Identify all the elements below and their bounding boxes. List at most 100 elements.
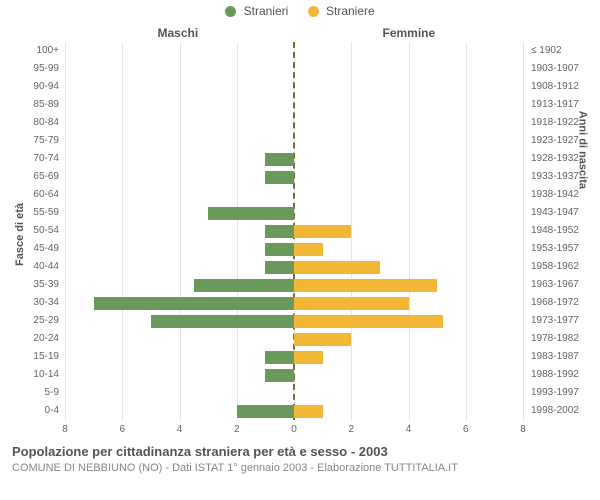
age-label: 95-99 xyxy=(10,60,59,78)
birth-label: 1923-1927 xyxy=(531,132,579,150)
age-row: 55-591943-1947 xyxy=(65,204,523,222)
caption-main: Popolazione per cittadinanza straniera p… xyxy=(12,444,388,459)
x-axis: 864202468 xyxy=(65,424,523,438)
x-tick: 4 xyxy=(406,424,412,435)
birth-label: 1928-1932 xyxy=(531,150,579,168)
bar-male xyxy=(208,207,294,220)
legend-item-male: Stranieri xyxy=(225,4,288,18)
plot-area: 100+≤ 190295-991903-190790-941908-191285… xyxy=(65,42,523,420)
swatch-female xyxy=(308,6,319,17)
age-label: 45-49 xyxy=(10,240,59,258)
x-tick: 2 xyxy=(234,424,240,435)
bar-male xyxy=(194,279,294,292)
x-tick: 8 xyxy=(62,424,68,435)
age-row: 25-291973-1977 xyxy=(65,312,523,330)
x-tick: 4 xyxy=(177,424,183,435)
birth-label: 1968-1972 xyxy=(531,294,579,312)
gridline xyxy=(523,42,524,420)
age-label: 25-29 xyxy=(10,312,59,330)
age-row: 35-391963-1967 xyxy=(65,276,523,294)
age-label: 85-89 xyxy=(10,96,59,114)
age-row: 45-491953-1957 xyxy=(65,240,523,258)
age-row: 30-341968-1972 xyxy=(65,294,523,312)
age-row: 95-991903-1907 xyxy=(65,60,523,78)
age-label: 100+ xyxy=(10,42,59,60)
birth-label: 1953-1957 xyxy=(531,240,579,258)
legend: Stranieri Straniere xyxy=(0,4,600,18)
bar-female xyxy=(294,351,323,364)
bar-female xyxy=(294,333,351,346)
bar-male xyxy=(265,261,294,274)
age-row: 80-841918-1922 xyxy=(65,114,523,132)
birth-label: 1993-1997 xyxy=(531,384,579,402)
age-label: 50-54 xyxy=(10,222,59,240)
column-title-male: Maschi xyxy=(158,26,199,40)
age-label: 15-19 xyxy=(10,348,59,366)
caption-sub: COMUNE DI NEBBIUNO (NO) - Dati ISTAT 1° … xyxy=(12,462,458,474)
age-label: 55-59 xyxy=(10,204,59,222)
bar-female xyxy=(294,315,443,328)
x-tick: 6 xyxy=(463,424,469,435)
birth-label: 1963-1967 xyxy=(531,276,579,294)
birth-label: 1903-1907 xyxy=(531,60,579,78)
age-row: 60-641938-1942 xyxy=(65,186,523,204)
age-label: 0-4 xyxy=(10,402,59,420)
pyramid-chart: Stranieri Straniere Maschi Femmine Fasce… xyxy=(0,0,600,500)
age-label: 60-64 xyxy=(10,186,59,204)
age-label: 10-14 xyxy=(10,366,59,384)
birth-label: 1983-1987 xyxy=(531,348,579,366)
bar-female xyxy=(294,225,351,238)
age-label: 70-74 xyxy=(10,150,59,168)
birth-label: 1933-1937 xyxy=(531,168,579,186)
age-label: 20-24 xyxy=(10,330,59,348)
x-tick: 2 xyxy=(348,424,354,435)
age-row: 5-91993-1997 xyxy=(65,384,523,402)
age-row: 50-541948-1952 xyxy=(65,222,523,240)
bar-female xyxy=(294,405,323,418)
age-row: 75-791923-1927 xyxy=(65,132,523,150)
age-row: 20-241978-1982 xyxy=(65,330,523,348)
age-row: 40-441958-1962 xyxy=(65,258,523,276)
legend-item-female: Straniere xyxy=(308,4,375,18)
bar-male xyxy=(151,315,294,328)
bar-female xyxy=(294,261,380,274)
bar-male xyxy=(265,171,294,184)
bar-male xyxy=(265,225,294,238)
age-row: 0-41998-2002 xyxy=(65,402,523,420)
birth-label: 1988-1992 xyxy=(531,366,579,384)
birth-label: 1973-1977 xyxy=(531,312,579,330)
age-label: 65-69 xyxy=(10,168,59,186)
birth-label: 1908-1912 xyxy=(531,78,579,96)
age-row: 85-891913-1917 xyxy=(65,96,523,114)
age-row: 15-191983-1987 xyxy=(65,348,523,366)
bar-male xyxy=(265,153,294,166)
age-row: 90-941908-1912 xyxy=(65,78,523,96)
bar-male xyxy=(265,369,294,382)
age-label: 80-84 xyxy=(10,114,59,132)
age-label: 40-44 xyxy=(10,258,59,276)
age-row: 65-691933-1937 xyxy=(65,168,523,186)
x-tick: 8 xyxy=(520,424,526,435)
birth-label: 1918-1922 xyxy=(531,114,579,132)
birth-label: ≤ 1902 xyxy=(531,42,562,60)
birth-label: 1978-1982 xyxy=(531,330,579,348)
age-row: 100+≤ 1902 xyxy=(65,42,523,60)
age-label: 35-39 xyxy=(10,276,59,294)
x-tick: 6 xyxy=(119,424,125,435)
bar-male xyxy=(265,351,294,364)
bar-male xyxy=(94,297,294,310)
bar-female xyxy=(294,243,323,256)
column-title-female: Femmine xyxy=(383,26,436,40)
birth-label: 1998-2002 xyxy=(531,402,579,420)
bar-male xyxy=(237,405,294,418)
birth-label: 1913-1917 xyxy=(531,96,579,114)
legend-label-male: Stranieri xyxy=(244,4,289,18)
age-label: 75-79 xyxy=(10,132,59,150)
bar-female xyxy=(294,279,437,292)
legend-label-female: Straniere xyxy=(326,4,375,18)
age-row: 70-741928-1932 xyxy=(65,150,523,168)
bar-male xyxy=(265,243,294,256)
age-row: 10-141988-1992 xyxy=(65,366,523,384)
age-label: 5-9 xyxy=(10,384,59,402)
birth-label: 1958-1962 xyxy=(531,258,579,276)
